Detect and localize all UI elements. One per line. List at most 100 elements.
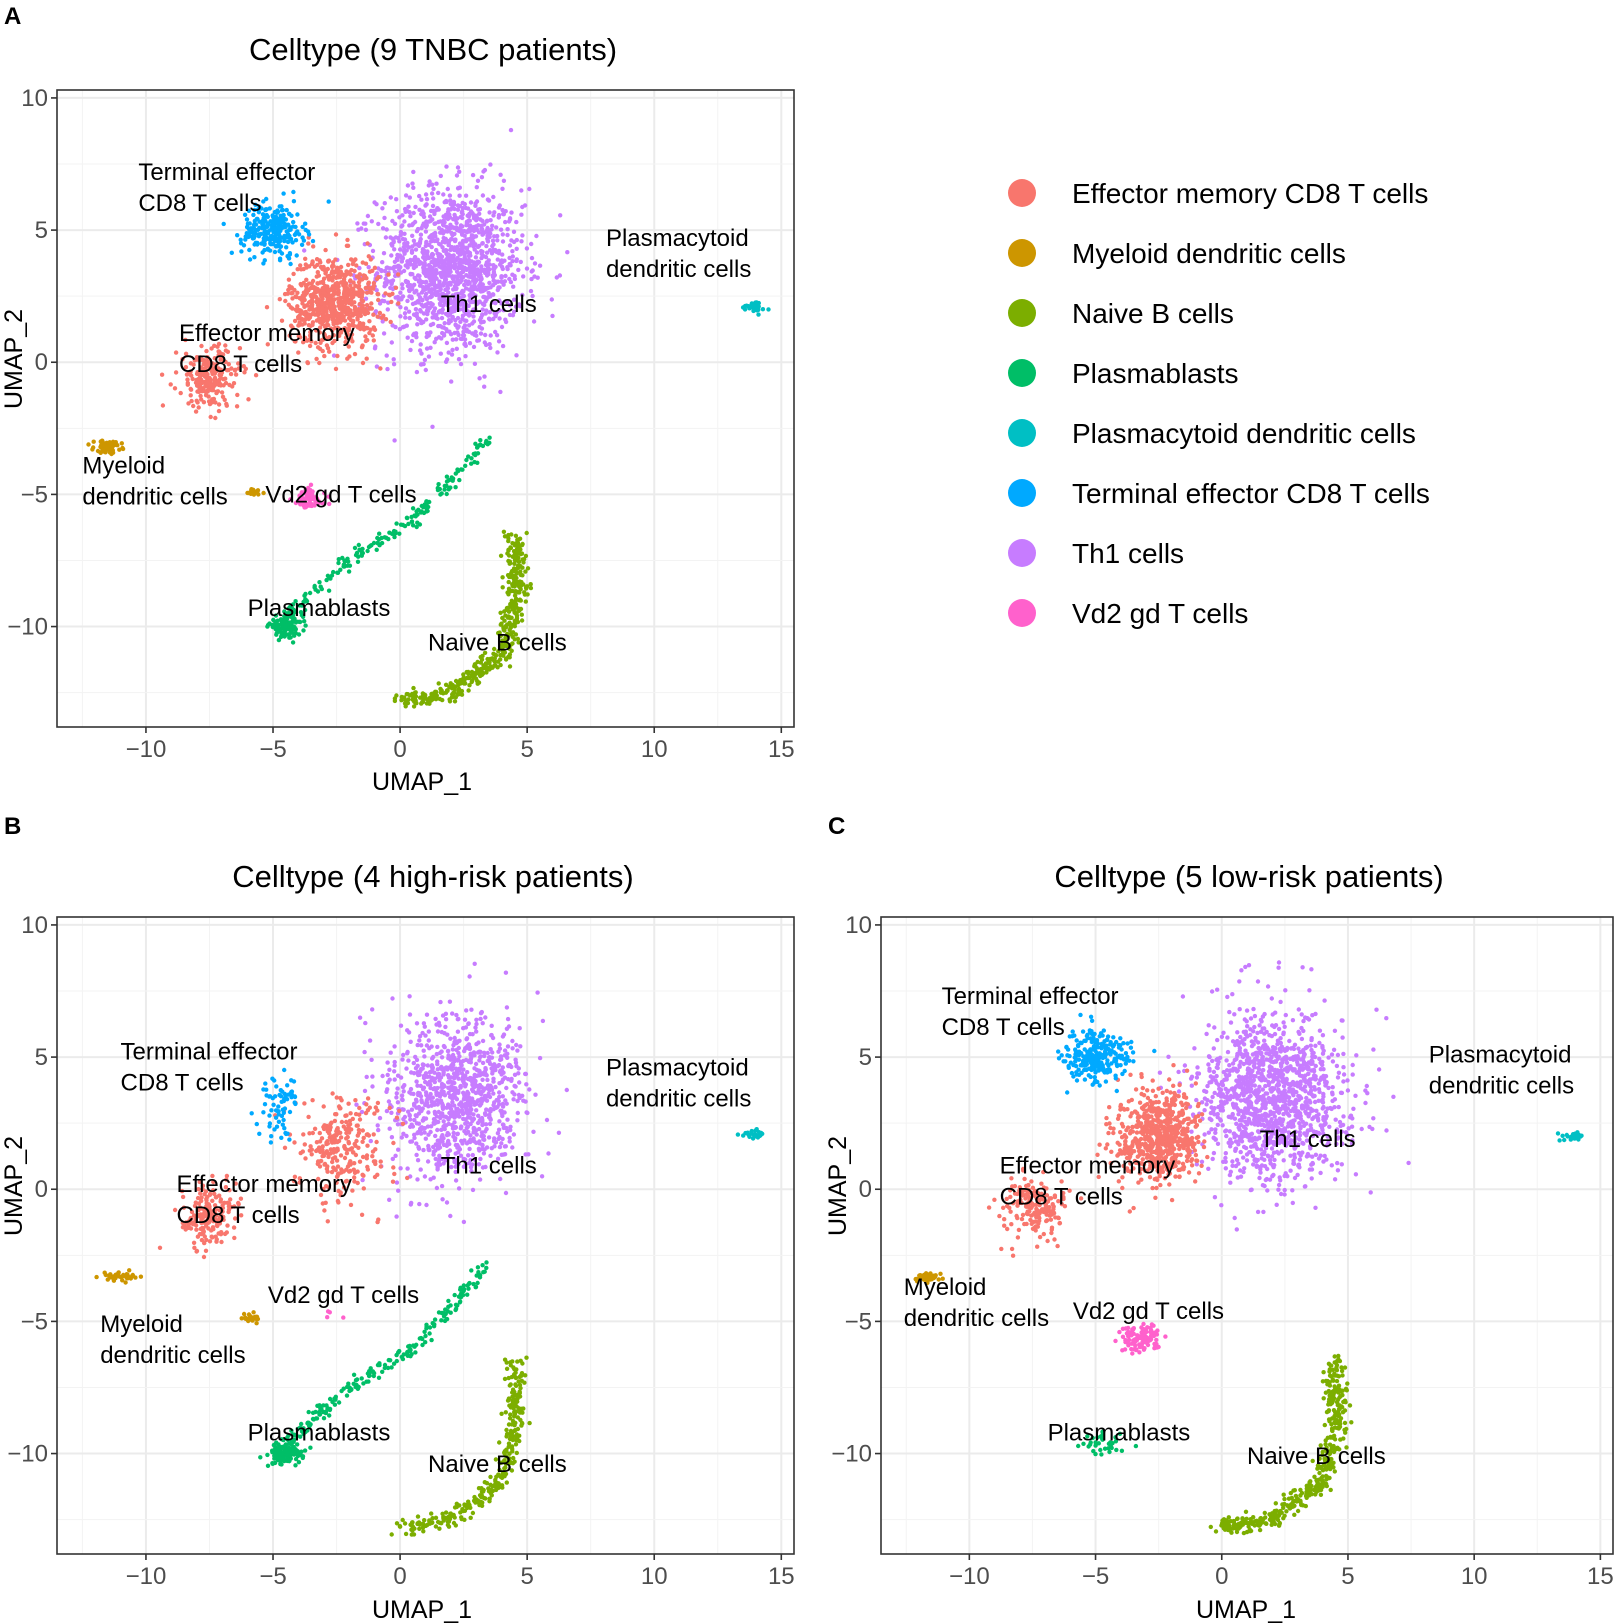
- cell-point: [369, 306, 374, 311]
- cell-point: [480, 1038, 486, 1044]
- cell-point: [420, 1062, 425, 1067]
- cell-point: [468, 1057, 473, 1062]
- cell-point: [425, 508, 430, 514]
- cell-point: [319, 586, 324, 592]
- cell-point: [493, 1084, 498, 1090]
- cell-point: [231, 381, 237, 386]
- cell-point: [348, 1111, 353, 1116]
- cell-point: [310, 260, 315, 265]
- cell-point: [430, 310, 436, 316]
- cell-point: [238, 237, 243, 242]
- cell-point: [330, 263, 335, 269]
- cell-point: [513, 558, 518, 563]
- cell-point: [454, 295, 459, 300]
- cell-point: [491, 248, 496, 254]
- cell-point: [372, 346, 378, 351]
- cell-point: [530, 293, 535, 299]
- cell-point: [401, 244, 406, 250]
- cell-point: [261, 1087, 266, 1092]
- cell-point: [510, 1046, 515, 1051]
- cell-point: [327, 1131, 332, 1136]
- cell-point: [415, 1083, 420, 1088]
- cell-point: [471, 1126, 476, 1132]
- cell-point: [390, 323, 395, 328]
- cell-point: [214, 390, 219, 396]
- cell-point: [419, 211, 424, 217]
- cell-point: [353, 1111, 359, 1117]
- cell-point: [450, 476, 456, 481]
- cell-point: [390, 218, 395, 224]
- cell-point: [451, 1130, 456, 1136]
- cell-point: [405, 335, 410, 340]
- cell-point: [385, 366, 390, 372]
- cell-point: [516, 267, 521, 273]
- cell-point: [501, 212, 506, 217]
- cell-point: [199, 385, 204, 391]
- cell-point: [421, 1048, 426, 1053]
- cell-point: [495, 1131, 501, 1136]
- cell-point: [423, 224, 429, 230]
- cell-point: [407, 210, 412, 215]
- cell-point: [392, 1044, 397, 1049]
- cell-point: [241, 243, 247, 248]
- cell-point: [508, 1127, 513, 1133]
- cell-point: [403, 263, 408, 268]
- cell-point: [488, 218, 493, 223]
- cell-point: [510, 1145, 515, 1150]
- cell-point: [346, 1125, 351, 1130]
- cell-point: [475, 460, 480, 465]
- cell-point: [370, 333, 375, 338]
- cell-point: [359, 552, 364, 557]
- cell-point: [330, 1140, 335, 1145]
- cell-point: [466, 688, 471, 693]
- cell-point: [446, 1117, 451, 1122]
- cell-point: [440, 1013, 446, 1018]
- cell-point: [457, 262, 462, 267]
- cell-point: [487, 435, 492, 440]
- cell-point: [446, 1080, 452, 1085]
- cell-point: [314, 356, 319, 362]
- cell-point: [91, 445, 96, 450]
- cell-point: [450, 337, 455, 342]
- cell-point: [212, 382, 218, 388]
- cell-point: [407, 1112, 412, 1118]
- cell-point: [274, 236, 279, 241]
- cell-point: [449, 379, 454, 384]
- cell-point: [459, 290, 464, 296]
- cell-point: [294, 230, 299, 236]
- cell-point: [503, 317, 508, 322]
- cell-point: [453, 1136, 458, 1141]
- cell-point: [269, 1108, 274, 1113]
- cell-point: [337, 1106, 342, 1111]
- cell-point: [313, 587, 318, 592]
- cell-point: [457, 690, 462, 696]
- cell-point: [359, 325, 365, 330]
- cell-point: [469, 233, 475, 238]
- cell-point: [382, 201, 387, 206]
- cell-point: [386, 272, 391, 277]
- cell-point: [423, 192, 429, 197]
- cell-point: [393, 285, 399, 290]
- cell-point: [206, 399, 212, 404]
- cell-point: [283, 624, 288, 629]
- cell-point: [281, 191, 286, 196]
- cell-point: [272, 1094, 278, 1099]
- cell-point: [499, 275, 504, 280]
- cell-point: [432, 271, 437, 276]
- cell-point: [333, 290, 338, 295]
- cell-point: [430, 1056, 435, 1061]
- cell-point: [498, 553, 504, 558]
- cell-point: [437, 1023, 442, 1028]
- cell-point: [513, 1057, 518, 1062]
- cell-point: [416, 243, 422, 249]
- cell-point: [309, 298, 315, 303]
- cell-point: [501, 178, 507, 183]
- cell-point: [486, 1135, 492, 1140]
- cell-point: [396, 1147, 401, 1152]
- cell-point: [520, 233, 525, 238]
- cell-point: [392, 247, 397, 252]
- cell-point: [370, 1154, 375, 1159]
- cell-point: [427, 701, 432, 706]
- cell-point: [501, 282, 506, 287]
